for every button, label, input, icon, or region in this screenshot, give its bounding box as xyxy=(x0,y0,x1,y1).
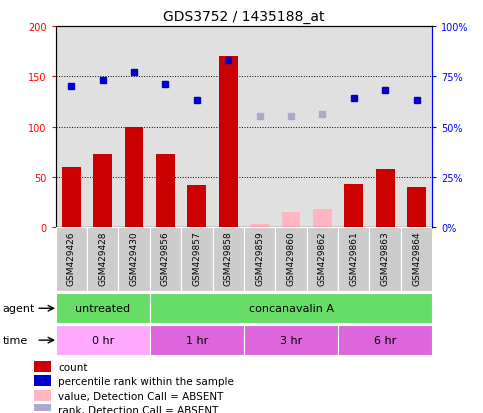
Bar xyxy=(181,228,213,292)
Text: agent: agent xyxy=(2,304,35,313)
Text: percentile rank within the sample: percentile rank within the sample xyxy=(58,376,234,387)
Text: GSM429862: GSM429862 xyxy=(318,231,327,285)
Bar xyxy=(56,294,150,323)
Text: 6 hr: 6 hr xyxy=(374,335,397,345)
Text: value, Detection Call = ABSENT: value, Detection Call = ABSENT xyxy=(58,391,223,401)
Text: GSM429430: GSM429430 xyxy=(129,231,139,285)
Text: untreated: untreated xyxy=(75,304,130,313)
Title: GDS3752 / 1435188_at: GDS3752 / 1435188_at xyxy=(163,10,325,24)
Bar xyxy=(125,127,143,228)
Text: GSM429860: GSM429860 xyxy=(286,231,296,285)
Bar xyxy=(219,57,238,228)
Bar xyxy=(34,390,51,401)
Text: concanavalin A: concanavalin A xyxy=(249,304,333,313)
Bar xyxy=(34,404,51,413)
Bar xyxy=(150,325,244,355)
Text: 1 hr: 1 hr xyxy=(185,335,208,345)
Bar xyxy=(34,375,51,386)
Bar xyxy=(369,228,401,292)
Bar xyxy=(56,325,150,355)
Text: GSM429864: GSM429864 xyxy=(412,231,421,285)
Bar xyxy=(401,228,432,292)
Text: GSM429428: GSM429428 xyxy=(98,231,107,285)
Text: GSM429859: GSM429859 xyxy=(255,231,264,285)
Bar xyxy=(56,228,87,292)
Bar xyxy=(376,169,395,228)
Bar xyxy=(244,325,338,355)
Text: GSM429863: GSM429863 xyxy=(381,231,390,285)
Text: GSM429426: GSM429426 xyxy=(67,231,76,285)
Text: rank, Detection Call = ABSENT: rank, Detection Call = ABSENT xyxy=(58,406,218,413)
Text: GSM429856: GSM429856 xyxy=(161,231,170,285)
Bar xyxy=(338,228,369,292)
Bar xyxy=(187,185,206,228)
Bar xyxy=(244,228,275,292)
Text: 0 hr: 0 hr xyxy=(91,335,114,345)
Bar xyxy=(338,325,432,355)
Text: 3 hr: 3 hr xyxy=(280,335,302,345)
Bar xyxy=(87,228,118,292)
Bar xyxy=(307,228,338,292)
Bar xyxy=(118,228,150,292)
Text: count: count xyxy=(58,362,87,372)
Bar xyxy=(62,167,81,228)
Bar xyxy=(150,228,181,292)
Bar xyxy=(344,185,363,228)
Text: GSM429858: GSM429858 xyxy=(224,231,233,285)
Text: GSM429857: GSM429857 xyxy=(192,231,201,285)
Bar xyxy=(313,209,332,228)
Text: GSM429861: GSM429861 xyxy=(349,231,358,285)
Bar xyxy=(275,228,307,292)
Bar xyxy=(93,154,112,228)
Bar xyxy=(34,361,51,372)
Bar xyxy=(213,228,244,292)
Bar xyxy=(282,213,300,228)
Text: time: time xyxy=(2,335,28,345)
Bar xyxy=(250,225,269,228)
Bar xyxy=(150,294,432,323)
Bar xyxy=(407,188,426,228)
Bar xyxy=(156,154,175,228)
